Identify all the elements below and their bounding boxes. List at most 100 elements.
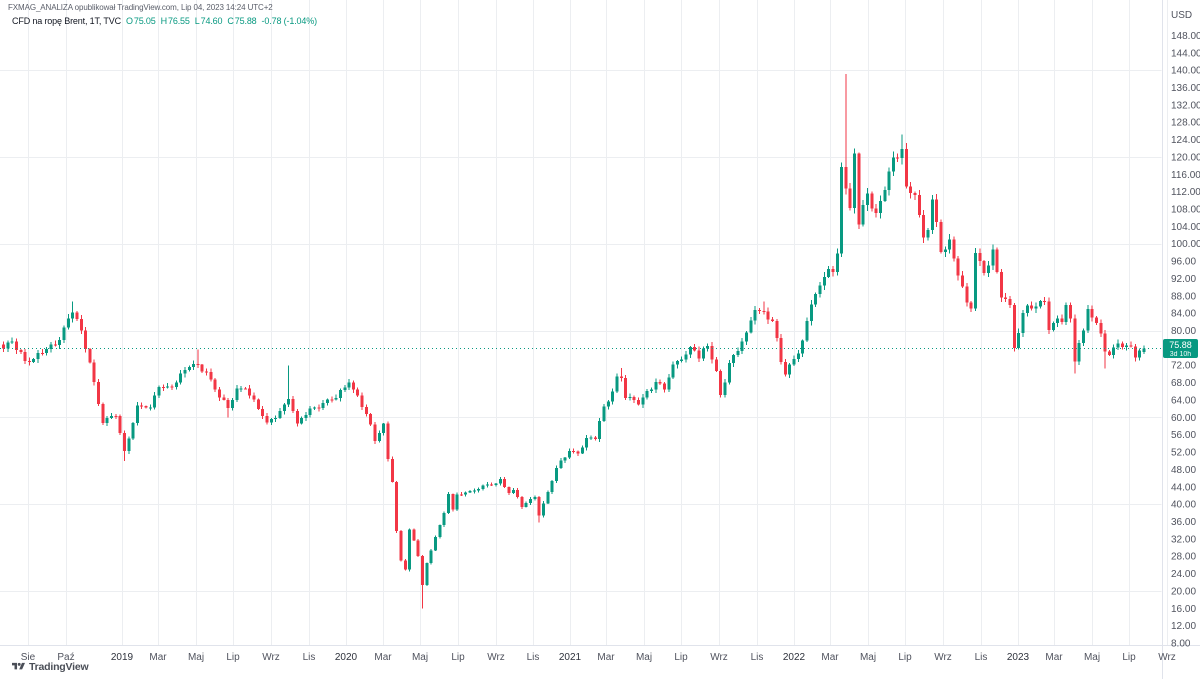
candle-body [948,239,952,250]
candle-body [226,399,230,409]
candle-body [628,396,632,399]
candle-body [727,363,731,383]
candle-body [650,389,653,391]
candle-body [265,415,269,423]
candle-body [554,467,558,481]
candle-body [416,540,420,556]
candle-body [1025,305,1029,314]
svg-text:48.00: 48.00 [1171,465,1196,476]
candle-body [701,348,705,359]
svg-text:Maj: Maj [1084,652,1100,663]
price-axis[interactable] [1163,0,1200,645]
candle-body [840,166,844,254]
symbol-title[interactable]: CFD na ropę Brent, 1T, TVC [12,16,121,26]
candle-body [814,294,818,305]
svg-text:68.00: 68.00 [1171,378,1196,389]
candle-body [412,529,416,541]
svg-text:Lip: Lip [451,652,465,663]
svg-text:88.00: 88.00 [1171,291,1196,302]
svg-text:148.00: 148.00 [1171,31,1200,42]
svg-text:Paź: Paź [57,652,74,663]
tradingview-watermark[interactable]: TradingView [12,660,89,673]
candle-body [818,285,822,295]
candle-body [563,457,567,461]
candle-body [961,275,965,287]
candle-body [101,403,105,423]
candle-body [62,327,66,340]
publish-attribution: FXMAG_ANALIZA opublikował TradingView.co… [8,3,273,12]
svg-text:136.00: 136.00 [1171,83,1200,94]
candle-body [213,379,217,390]
candle-body [576,451,580,454]
svg-text:Lis: Lis [527,652,540,663]
candle-body [403,560,407,570]
candle-body [364,406,368,414]
candle-body [1060,318,1064,323]
svg-text:Lip: Lip [674,652,688,663]
candle-body [442,513,446,526]
candle-body [282,404,286,412]
svg-text:2021: 2021 [559,652,582,663]
svg-text:Lip: Lip [898,652,912,663]
candle-body [1038,301,1042,307]
svg-text:36.00: 36.00 [1171,517,1196,528]
candle-body [438,525,442,538]
candle-body [1069,305,1073,319]
candle-body [779,337,783,362]
candle-body [974,252,977,309]
candle-body [399,531,403,561]
candle-body [507,487,511,493]
candle-body [758,310,761,312]
candle-body [334,397,338,400]
candle-body [105,417,109,423]
ohlc-high: H 76.55 [160,16,190,26]
candle-body [637,399,641,405]
candle-body [464,492,468,495]
candle-body [451,494,455,510]
candle-body [472,490,476,492]
svg-text:Wrz: Wrz [262,652,280,663]
candle-body [1004,297,1008,299]
candle-body [1077,342,1081,362]
candle-body [166,386,170,388]
candle-body [658,381,662,384]
svg-text:20.00: 20.00 [1171,586,1196,597]
svg-text:12.00: 12.00 [1171,621,1196,632]
candle-body [122,432,126,452]
candle-body [827,268,831,277]
candle-body [1103,333,1107,352]
svg-text:140.00: 140.00 [1171,66,1200,77]
svg-text:92.00: 92.00 [1171,274,1196,285]
candle-body [351,382,355,390]
svg-text:Maj: Maj [860,652,876,663]
candle-body [1051,322,1055,331]
candle-body [602,406,606,422]
candle-body [770,319,774,322]
svg-text:Wrz: Wrz [1158,652,1176,663]
time-axis[interactable] [0,646,1162,679]
candle-body [965,286,969,303]
svg-text:24.00: 24.00 [1171,569,1196,580]
candle-body [853,153,857,209]
candle-body [27,361,31,363]
candle-body [654,381,658,390]
candle-body [593,437,597,440]
svg-text:Lis: Lis [303,652,316,663]
chart-pane[interactable] [0,0,1162,645]
candle-body [680,359,684,361]
candle-body [321,403,325,409]
svg-text:Mar: Mar [149,652,167,663]
svg-text:Wrz: Wrz [710,652,728,663]
svg-text:Maj: Maj [636,652,652,663]
candle-body [624,377,628,398]
candle-body [455,494,459,510]
candle-body [943,249,947,253]
candle-body [796,353,800,359]
candle-body [174,382,178,387]
candle-body [917,195,921,215]
candle-body [118,416,122,433]
svg-text:2023: 2023 [1007,652,1030,663]
candle-body [736,350,740,356]
candle-body [978,252,982,262]
